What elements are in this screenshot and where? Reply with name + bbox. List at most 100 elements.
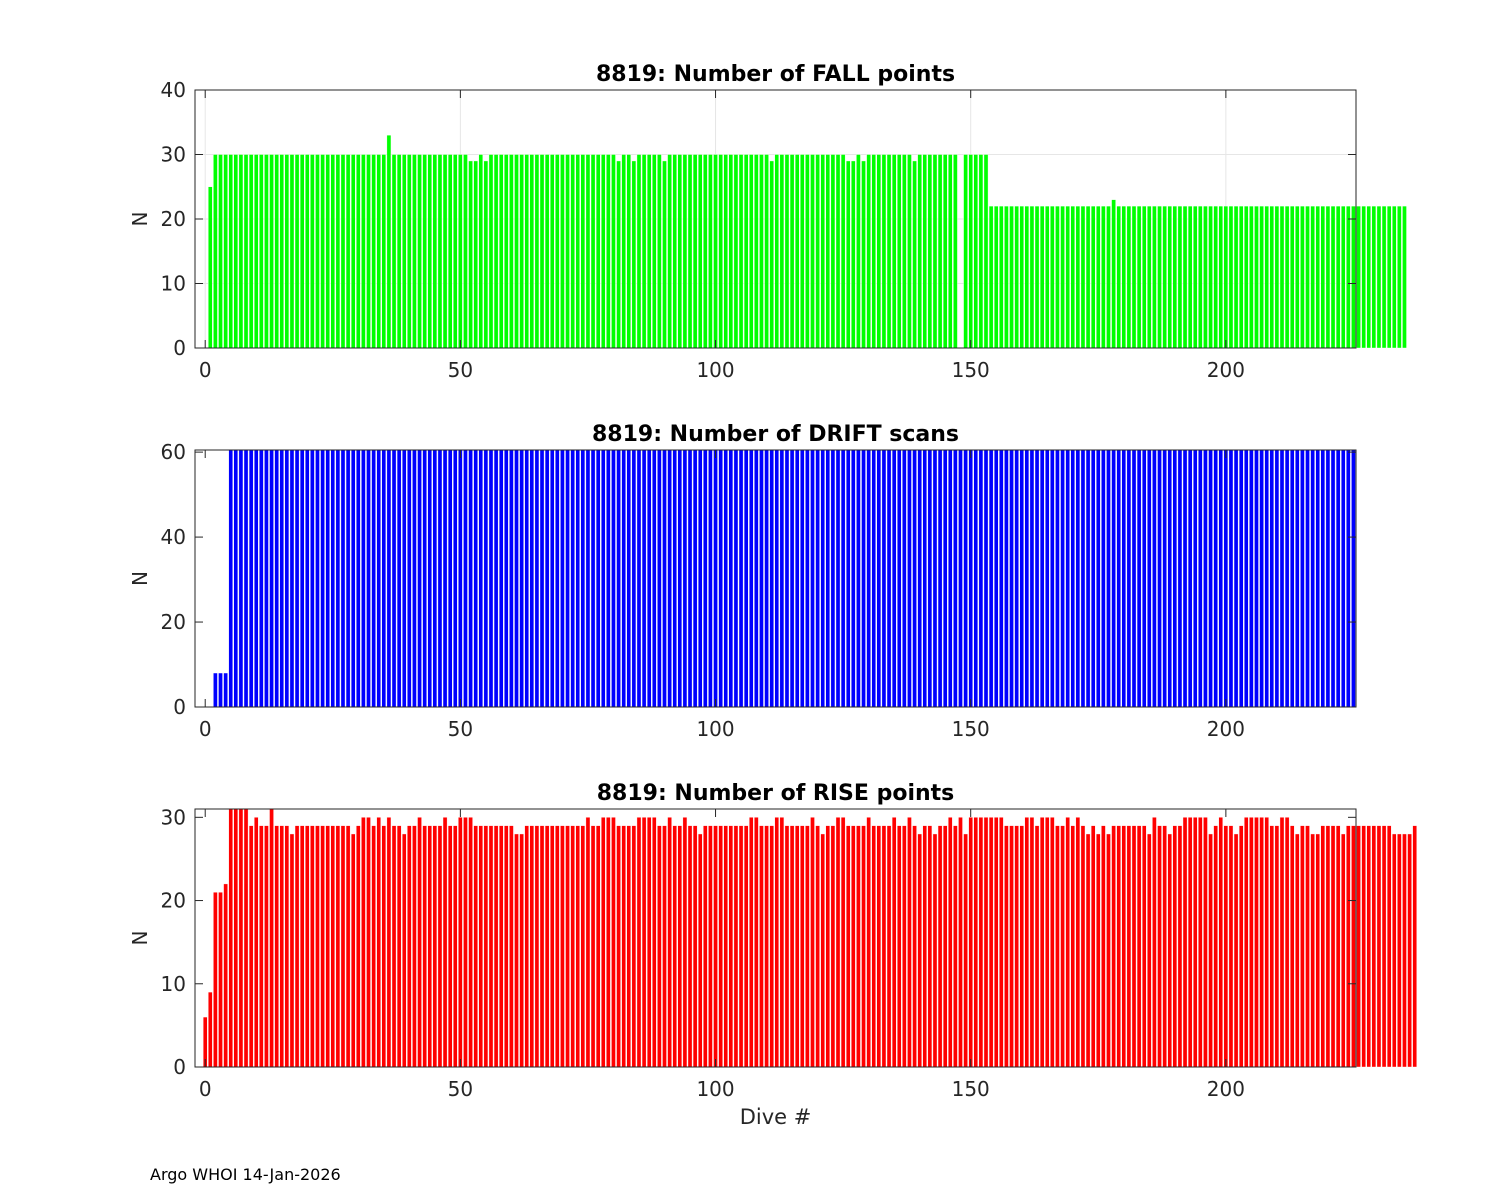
x-tick-label: 200 — [1207, 717, 1245, 741]
bar — [493, 825, 499, 1068]
bar — [1325, 825, 1331, 1068]
y-tick-label: 30 — [161, 805, 186, 829]
bar — [417, 154, 422, 349]
bar — [1203, 449, 1208, 708]
bar — [238, 808, 244, 1068]
bar — [1198, 817, 1203, 1068]
bar — [866, 154, 871, 349]
bar — [999, 449, 1004, 708]
bar — [279, 825, 284, 1068]
bar — [488, 825, 494, 1068]
bar — [1223, 449, 1229, 708]
bar — [381, 154, 387, 349]
bar — [1162, 205, 1167, 349]
bar — [356, 154, 361, 349]
bar — [1085, 205, 1091, 349]
bar — [922, 154, 928, 349]
bar — [1039, 449, 1045, 708]
bar — [779, 154, 785, 349]
bar — [616, 825, 621, 1068]
bar — [504, 825, 509, 1068]
bar — [447, 825, 453, 1068]
bar — [381, 825, 387, 1068]
bar — [289, 154, 295, 349]
bar — [437, 154, 443, 349]
bar — [565, 449, 570, 708]
bar — [320, 154, 325, 349]
bar — [953, 154, 958, 349]
bar — [917, 154, 922, 349]
bar — [549, 449, 555, 708]
bar — [805, 154, 810, 349]
bar — [1376, 825, 1382, 1068]
bar — [294, 449, 300, 708]
bar — [682, 154, 688, 349]
bar — [1223, 825, 1229, 1068]
bar — [366, 154, 371, 349]
bar — [845, 449, 851, 708]
bar — [973, 154, 979, 349]
bar — [1249, 817, 1254, 1068]
bar — [376, 817, 381, 1068]
bar — [417, 817, 422, 1068]
bar — [325, 154, 330, 349]
bar — [243, 449, 249, 708]
bar — [437, 449, 443, 708]
bar — [305, 154, 310, 349]
bar — [432, 154, 438, 349]
bar — [1162, 449, 1167, 708]
bar — [1024, 205, 1030, 349]
bar — [672, 449, 677, 708]
bar — [1218, 449, 1224, 708]
bar — [345, 449, 351, 708]
bar — [504, 154, 509, 349]
bar — [335, 154, 341, 349]
bar — [228, 808, 233, 1068]
bar — [412, 449, 417, 708]
bar — [1024, 449, 1030, 708]
bar — [1244, 817, 1249, 1068]
bar — [299, 825, 305, 1068]
x-tick-label: 100 — [696, 358, 734, 382]
bar — [993, 817, 999, 1068]
bar — [1096, 833, 1101, 1068]
y-tick-label: 20 — [161, 889, 186, 913]
bar — [606, 154, 611, 349]
bar — [978, 817, 984, 1068]
bar — [881, 154, 887, 349]
bar — [988, 449, 994, 708]
bar — [284, 154, 290, 349]
bar — [386, 134, 392, 349]
bar — [442, 817, 448, 1068]
bar — [800, 154, 805, 349]
bar — [529, 154, 535, 349]
bar — [1187, 449, 1193, 708]
bar — [1310, 449, 1315, 708]
bar — [840, 154, 846, 349]
bar — [1341, 833, 1346, 1068]
bar — [401, 833, 407, 1068]
bar — [1295, 205, 1300, 349]
bar — [1341, 449, 1346, 708]
bar — [912, 449, 917, 708]
bar — [243, 154, 249, 349]
x-tick-label: 200 — [1207, 1077, 1245, 1101]
bar — [1284, 817, 1290, 1068]
bar — [509, 154, 514, 349]
bar — [749, 154, 754, 349]
bar — [636, 449, 642, 708]
bar — [478, 154, 484, 349]
bar — [794, 154, 800, 349]
bar — [544, 154, 550, 349]
bar — [708, 449, 713, 708]
bar — [840, 817, 846, 1068]
bar — [1325, 205, 1331, 349]
bar — [1213, 205, 1218, 349]
bar — [983, 449, 989, 708]
bar — [968, 817, 973, 1068]
bar — [1126, 205, 1132, 349]
bar — [294, 825, 300, 1068]
bar — [845, 160, 851, 349]
bar — [447, 449, 453, 708]
bar — [1009, 825, 1014, 1068]
